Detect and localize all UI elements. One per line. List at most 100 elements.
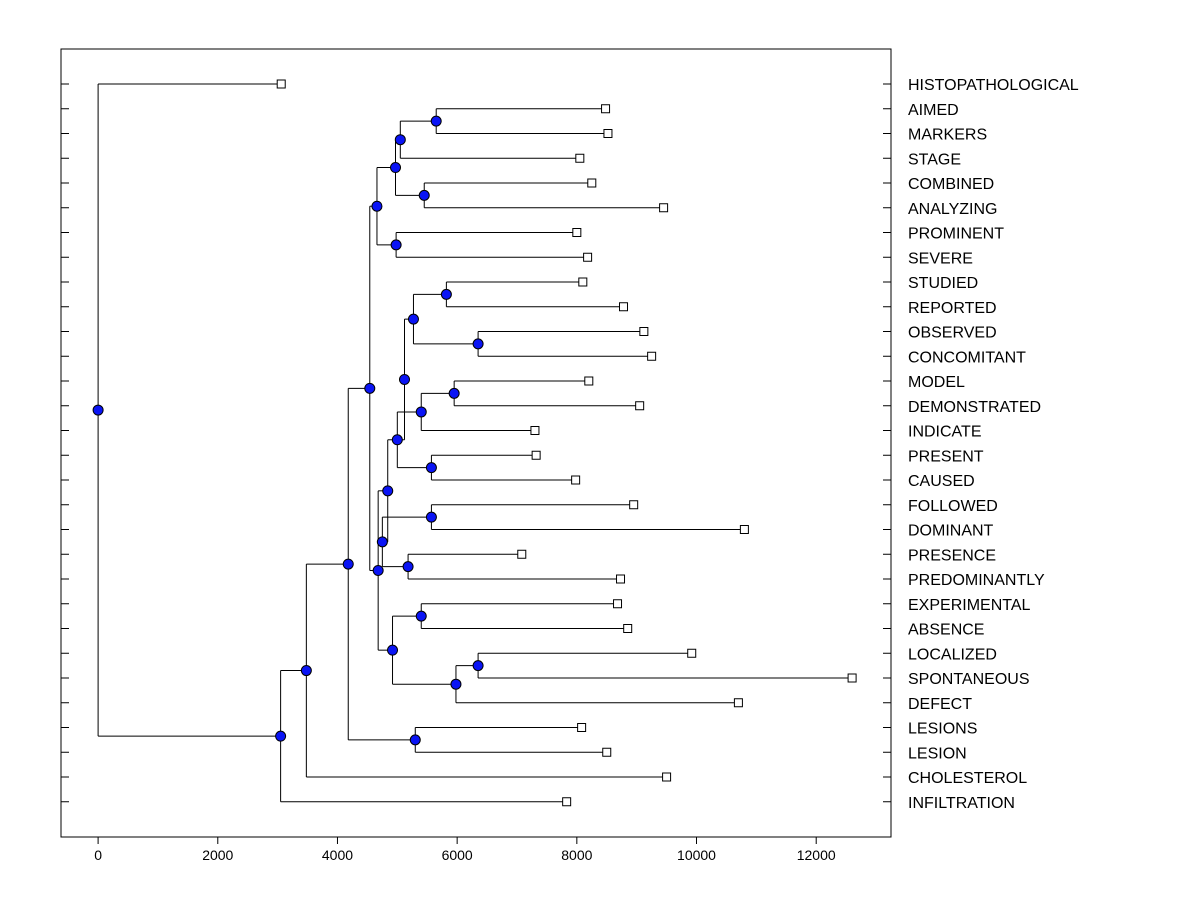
dendrogram-links (97, 83, 853, 803)
node-marker (425, 462, 437, 474)
leaf-markers (276, 79, 857, 807)
leaf-marker (603, 129, 613, 138)
leaf-labels: HISTOPATHOLOGICAL AIMED MARKERS STAGE COMBIN… (908, 77, 1079, 812)
leaf-marker (733, 698, 743, 708)
leaf-marker (530, 426, 540, 435)
node-marker (390, 239, 402, 251)
leaf-marker (587, 178, 597, 188)
node-marker (418, 189, 430, 201)
leaf-label: PROMINENT (908, 226, 1004, 243)
leaf-marker (616, 574, 626, 584)
leaf-label: DEFECT (908, 696, 972, 713)
node-marker (364, 382, 376, 394)
leaf-tick-marks (61, 83, 891, 803)
leaf-marker (575, 153, 585, 163)
node-marker (394, 134, 406, 146)
leaf-label: CAUSED (908, 473, 975, 490)
leaf-label: ABSENCE (908, 622, 984, 639)
leaf-marker (635, 401, 645, 411)
node-marker (376, 536, 388, 548)
leaf-label: PRESENT (908, 448, 984, 465)
node-marker (275, 730, 287, 742)
node-marker (415, 406, 427, 418)
leaf-marker (619, 302, 629, 312)
node-marker (450, 678, 462, 690)
leaf-label: LESION (908, 745, 967, 762)
leaf-marker (517, 549, 527, 559)
leaf-marker (578, 277, 588, 287)
leaf-label: EXPERIMENTAL (908, 597, 1031, 614)
node-marker (407, 313, 419, 325)
leaf-marker (562, 797, 572, 807)
leaf-label: DOMINANT (908, 523, 994, 540)
leaf-label: COMBINED (908, 176, 994, 193)
leaf-label: PREDOMINANTLY (908, 572, 1045, 589)
x-tick-label: 0 (94, 847, 102, 863)
leaf-marker (571, 475, 581, 485)
leaf-marker (276, 79, 286, 89)
x-axis: 0 2000 4000 6000 8000 10000 12000 (94, 837, 836, 863)
leaf-label: STUDIED (908, 275, 978, 292)
leaf-marker (602, 747, 612, 757)
node-marker (372, 564, 384, 576)
leaf-label: INDICATE (908, 424, 981, 441)
node-marker (390, 162, 402, 174)
node-marker (448, 387, 460, 399)
leaf-label: OBSERVED (908, 325, 997, 342)
leaf-label: PRESENCE (908, 547, 996, 564)
leaf-marker (662, 772, 672, 782)
node-marker (342, 558, 354, 570)
node-marker (382, 485, 394, 497)
leaf-marker (659, 203, 669, 213)
leaf-marker (639, 327, 649, 336)
leaf-label: STAGE (908, 151, 961, 168)
leaf-label: HISTOPATHOLOGICAL (908, 77, 1079, 94)
leaf-label: LOCALIZED (908, 646, 997, 663)
node-marker (430, 115, 442, 127)
node-marker (472, 338, 484, 350)
leaf-marker (687, 648, 697, 658)
leaf-marker (601, 104, 611, 114)
node-marker (371, 200, 383, 212)
leaf-label: DEMONSTRATED (908, 399, 1041, 416)
leaf-marker (613, 599, 623, 609)
node-marker (440, 288, 452, 300)
x-tick-label: 10000 (677, 847, 716, 863)
leaf-marker (739, 525, 749, 534)
leaf-marker (584, 376, 594, 386)
x-tick-label: 6000 (442, 847, 473, 863)
x-tick-label: 8000 (561, 847, 592, 863)
node-marker (402, 561, 414, 573)
leaf-label: CONCOMITANT (908, 349, 1026, 366)
leaf-label: MODEL (908, 374, 965, 391)
leaf-marker (531, 450, 541, 460)
node-marker (472, 660, 484, 672)
node-marker (415, 610, 427, 622)
leaf-marker (629, 500, 639, 510)
node-marker (300, 665, 312, 677)
x-tick-label: 2000 (202, 847, 233, 863)
leaf-marker (577, 723, 587, 732)
node-marker (92, 404, 104, 416)
leaf-marker (572, 228, 582, 237)
leaf-marker (583, 252, 593, 262)
node-marker (425, 511, 437, 523)
leaf-label: FOLLOWED (908, 498, 998, 515)
node-markers (92, 115, 484, 746)
node-marker (387, 644, 399, 656)
x-tick-label: 4000 (322, 847, 353, 863)
leaf-marker (623, 624, 633, 633)
plot-frame (60, 48, 892, 838)
leaf-label: REPORTED (908, 300, 997, 317)
leaf-label: INFILTRATION (908, 795, 1015, 812)
leaf-label: CHOLESTEROL (908, 770, 1027, 787)
node-marker (409, 734, 421, 746)
leaf-marker (847, 673, 857, 683)
x-tick-label: 12000 (797, 847, 836, 863)
leaf-label: AIMED (908, 102, 959, 119)
leaf-label: ANALYZING (908, 201, 998, 218)
leaf-label: LESIONS (908, 721, 977, 738)
node-marker (398, 373, 410, 385)
leaf-marker (647, 351, 657, 361)
